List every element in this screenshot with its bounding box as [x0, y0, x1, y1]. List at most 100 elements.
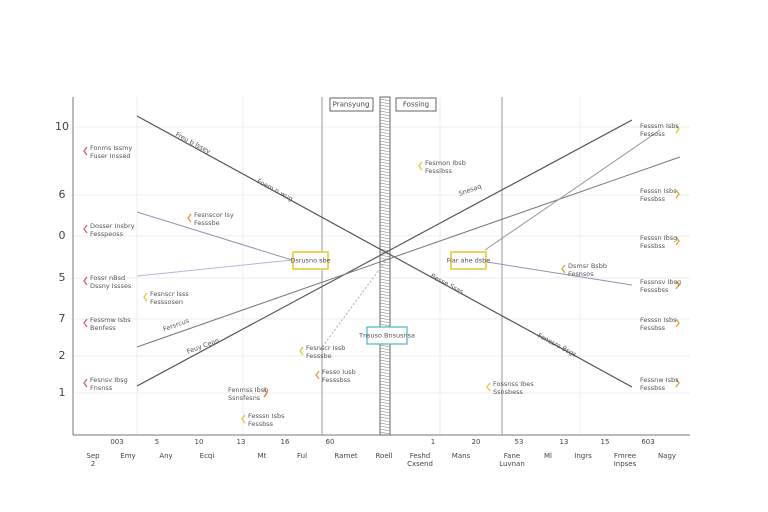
hatch-line [379, 425, 391, 429]
hatch-line [379, 191, 391, 195]
note-text: Fessmw Isbs [90, 316, 131, 324]
note-text: Fesssbe [306, 352, 332, 360]
hatch-line [379, 275, 391, 279]
hatch-line [379, 422, 391, 426]
hatch-line [379, 131, 391, 135]
x-number: 003 [110, 438, 123, 446]
note-text: Fesssm Isbs [640, 122, 679, 130]
x-label: Any [159, 452, 172, 460]
x-label: Ful [297, 452, 307, 460]
hatch-line [379, 389, 391, 393]
hatch-line [379, 176, 391, 180]
note-text: Fesso Iusb [322, 368, 356, 376]
hatch-line [379, 413, 391, 417]
hatch-line [379, 143, 391, 147]
x-number: 13 [237, 438, 246, 446]
hatch-line [379, 221, 391, 225]
hatch-line [379, 206, 391, 210]
x-label: Nagy [658, 452, 676, 460]
hatch-line [379, 212, 391, 216]
hatch-line [379, 290, 391, 294]
note-text: Fesnsv Ibsg [90, 376, 128, 384]
hatch-line [379, 104, 391, 108]
hatch-line [379, 398, 391, 402]
header-label: Fossing [403, 101, 429, 109]
hatch-line [379, 302, 391, 306]
note-text: Fessnw Isbs [640, 376, 679, 384]
hatch-line [379, 407, 391, 411]
note-text: Fossr nBsd [90, 274, 125, 282]
hatch-line [379, 236, 391, 240]
hatch-line [379, 320, 391, 324]
x-label: Feshd Cxsend [407, 452, 433, 468]
callout-label: Fiar ahe dsbe [447, 257, 491, 265]
hatch-line [379, 353, 391, 357]
hatch-line [379, 386, 391, 390]
hatch-line [379, 245, 391, 249]
hatch-line [379, 188, 391, 192]
hatch-line [379, 383, 391, 387]
hatch-line [379, 428, 391, 432]
x-number: 16 [281, 438, 290, 446]
x-label-line: 2 [91, 460, 95, 468]
x-label: Mans [452, 452, 471, 460]
note-text: Fonms Issmy [90, 144, 132, 152]
hatch-line [379, 284, 391, 288]
hatch-line [379, 308, 391, 312]
x-label: Ecqi [200, 452, 215, 460]
hatch-line [379, 215, 391, 219]
note-chevron [83, 378, 88, 388]
note-chevron [486, 382, 491, 392]
hatch-line [379, 410, 391, 414]
hatch-line [379, 182, 391, 186]
hatch-line [379, 272, 391, 276]
note-chevron [675, 124, 680, 134]
hatch-line [379, 359, 391, 363]
note-chevron [675, 189, 680, 199]
hatch-line [379, 149, 391, 153]
hatch-line [379, 140, 391, 144]
x-label-line: Inpses [614, 460, 637, 468]
hatch-line [379, 404, 391, 408]
hatch-line [379, 161, 391, 165]
note-text: Fesnscr Isss [150, 290, 189, 298]
y-label: 2 [59, 349, 66, 362]
header-box [395, 97, 437, 112]
hatch [379, 98, 391, 435]
x-label-line: Sep [86, 452, 100, 460]
hatch-line [379, 98, 391, 102]
note-chevron [315, 370, 320, 380]
hatch-line [379, 269, 391, 273]
note-text: Fessnsv Ibsg [640, 278, 681, 286]
note-text: Fesssn Isbs [248, 412, 285, 420]
note-text: Dssny Issses [90, 282, 132, 290]
x-label: Rarnet [334, 452, 357, 460]
x-label: Fmree Inpses [614, 452, 637, 468]
hatch-line [379, 356, 391, 360]
callout-box [366, 326, 408, 345]
note-chevron [187, 213, 192, 223]
hatch-line [379, 368, 391, 372]
hatch-line [379, 113, 391, 117]
note-text: Fenmss Ibsb [228, 386, 268, 394]
note-text: Dsmsr Bsbb [568, 262, 607, 270]
note-chevron [83, 318, 88, 328]
hatch-line [379, 371, 391, 375]
note-text: Fesspeoss [90, 230, 124, 238]
note-text: Fesssn Isbs [640, 316, 677, 324]
hatch-line [379, 416, 391, 420]
hatch-line [379, 317, 391, 321]
x-label-line: Feshd [410, 452, 430, 460]
hatch-line [379, 200, 391, 204]
hatch-line [379, 119, 391, 123]
hatch-line [379, 146, 391, 150]
note-text: Fesmon Ibsb [425, 159, 466, 167]
hatch-line [379, 263, 391, 267]
hatch-line [379, 158, 391, 162]
note-chevron [675, 378, 680, 388]
x-number: 1 [431, 438, 435, 446]
note-chevron [418, 161, 423, 171]
hatch-line [379, 239, 391, 243]
callout-label: Tnsuso Bnsusnsa [358, 332, 415, 340]
y-label: 5 [59, 271, 66, 284]
